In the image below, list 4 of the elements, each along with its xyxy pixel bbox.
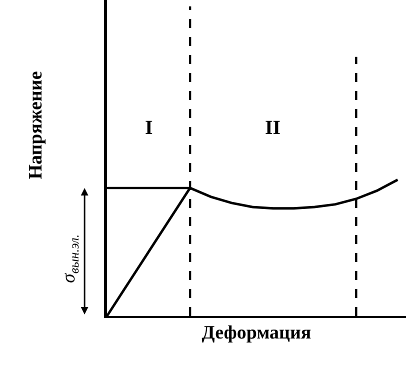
- text: I: [145, 117, 153, 139]
- y-axis-title: Напряжение: [25, 71, 46, 180]
- x-axis-title: Деформация: [202, 322, 312, 344]
- text: II: [265, 117, 281, 139]
